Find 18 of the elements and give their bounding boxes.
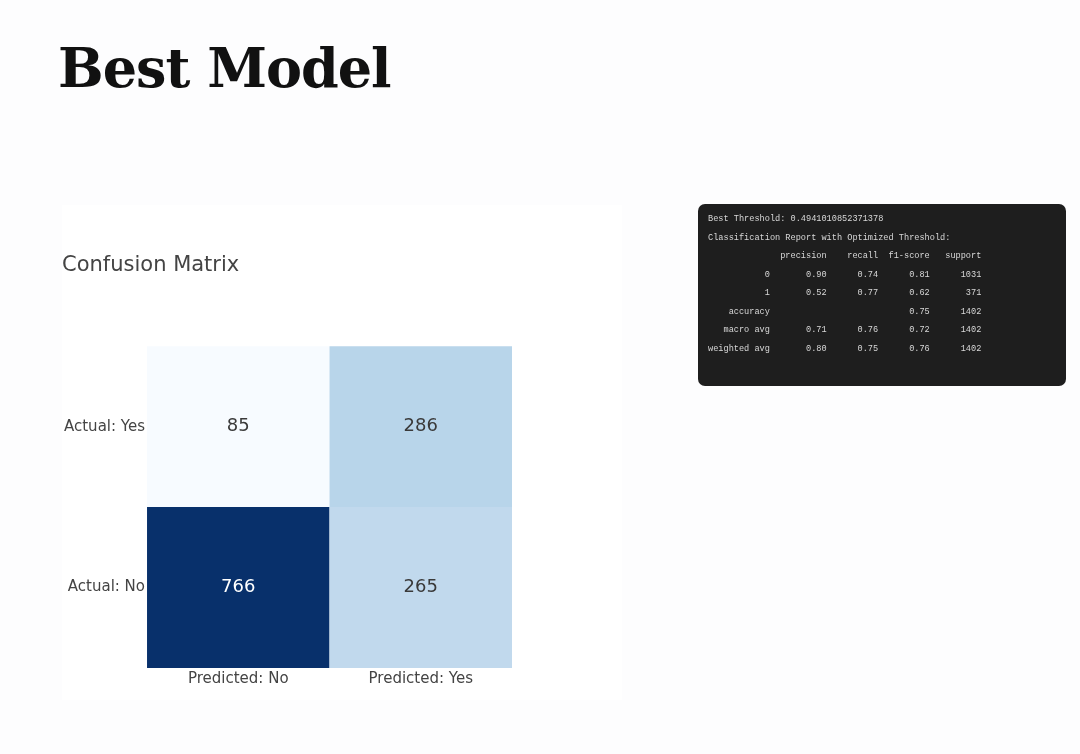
x-tick-label: Predicted: Yes bbox=[368, 668, 474, 687]
y-tick-label: Actual: No bbox=[67, 577, 146, 596]
data-label: 766 bbox=[221, 575, 256, 597]
x-tick-label: Predicted: No bbox=[187, 668, 289, 687]
text: weighted avg 0.80 0.75 0.76 1402 bbox=[708, 343, 982, 354]
text: macro avg 0.71 0.76 0.72 1402 bbox=[723, 325, 982, 335]
text: 0 0.90 0.74 0.81 1031 bbox=[764, 269, 982, 280]
text: accuracy 0.75 1402 bbox=[728, 306, 982, 317]
text: Best Threshold: 0.4941010852371378 bbox=[708, 214, 884, 224]
data-label: 85 bbox=[226, 414, 250, 436]
data-label: 265 bbox=[403, 575, 438, 597]
y-tick-label: Actual: Yes bbox=[64, 416, 146, 435]
chart-title: Confusion Matrix bbox=[62, 252, 240, 277]
text: precision recall f1-score support bbox=[780, 251, 982, 261]
data-label: 286 bbox=[403, 414, 438, 436]
text: Classification Report with Optimized Threshold: bbox=[708, 232, 951, 243]
text: Best Model bbox=[58, 36, 391, 100]
text: 1 0.52 0.77 0.62 371 bbox=[764, 288, 982, 298]
